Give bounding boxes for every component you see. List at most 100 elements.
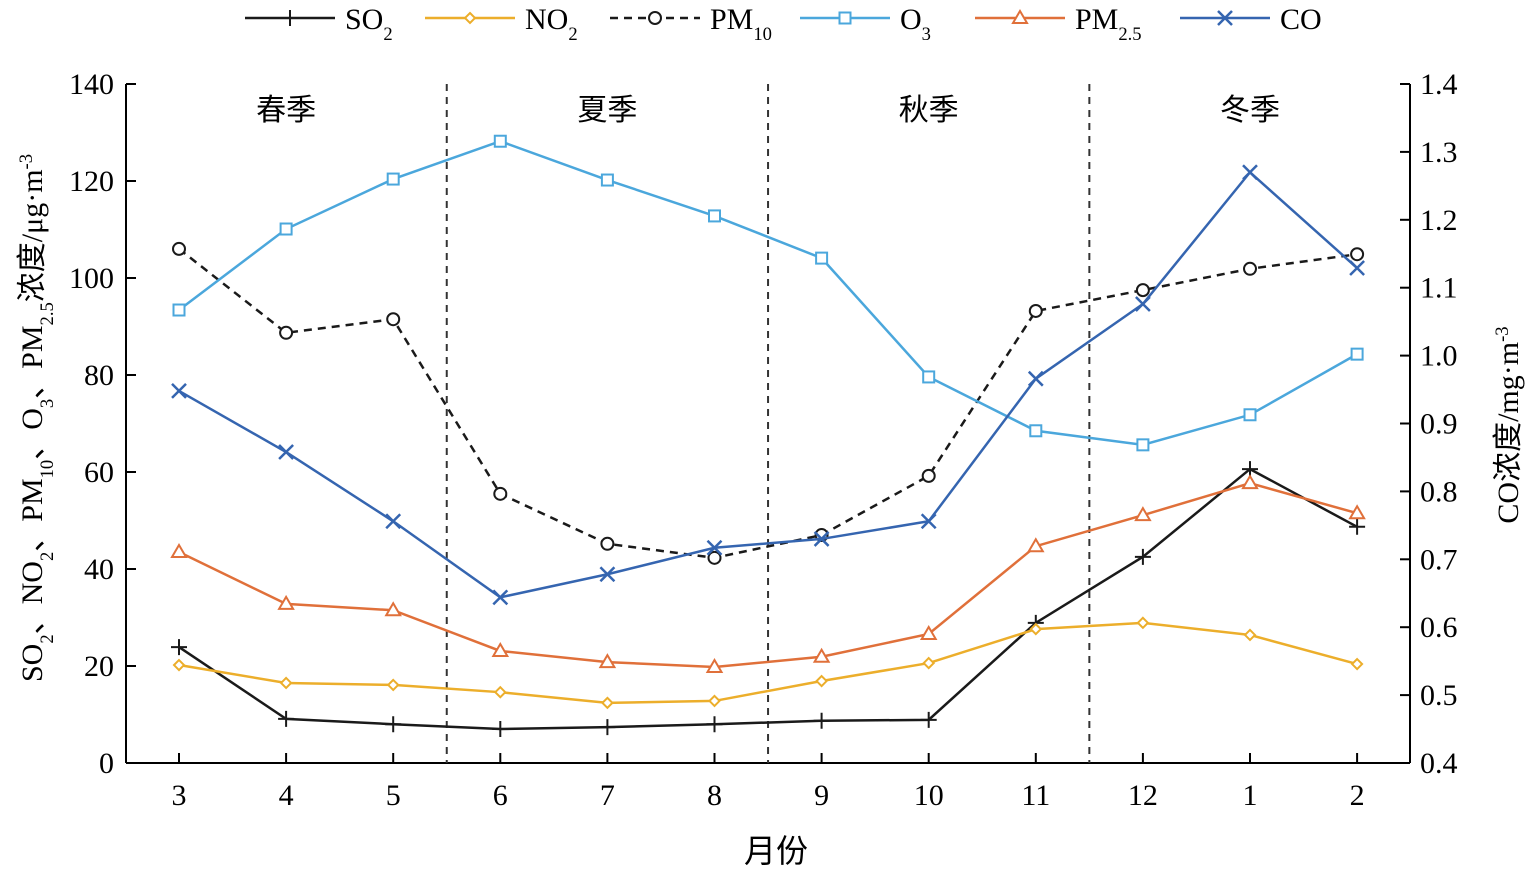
marker-x — [706, 539, 723, 556]
series-no2 — [172, 616, 1364, 710]
x-tick-label: 10 — [914, 779, 944, 812]
marker-diamond — [1243, 628, 1257, 642]
season-label: 秋季 — [899, 93, 959, 128]
y-right-tick-label: 1.4 — [1420, 68, 1458, 101]
y-right-tick-label: 0.6 — [1420, 611, 1458, 644]
y-right-axis-label: CO浓度/mg·m-3 — [1492, 326, 1526, 523]
plot-area — [170, 134, 1366, 738]
y-right-tick-label: 0.9 — [1420, 408, 1458, 441]
marker-diamond — [463, 11, 477, 25]
marker-plus — [813, 712, 830, 729]
season-label: 夏季 — [577, 93, 637, 128]
marker-circle — [493, 486, 508, 501]
marker-x — [1027, 370, 1044, 387]
marker-square — [493, 134, 507, 148]
y-left-tick-label: 20 — [84, 650, 114, 683]
marker-x — [1135, 296, 1151, 312]
marker-x — [813, 531, 830, 547]
legend-label: SO2 — [345, 3, 393, 45]
x-axis-label: 月份 — [744, 832, 808, 870]
marker-diamond — [1029, 622, 1043, 636]
y-left-tick-label: 40 — [84, 553, 114, 586]
x-tick-label: 11 — [1021, 779, 1050, 812]
marker-diamond — [493, 685, 507, 699]
marker-circle — [386, 312, 401, 327]
marker-square — [1243, 408, 1257, 422]
marker-diamond — [815, 674, 829, 688]
marker-triangle — [1011, 9, 1029, 24]
marker-x — [492, 589, 509, 606]
marker-plus — [492, 721, 509, 738]
y-right-tick-label: 1.1 — [1420, 272, 1458, 305]
marker-plus — [706, 716, 723, 733]
legend-item: NO2 — [425, 3, 578, 45]
marker-square — [1029, 424, 1043, 438]
series-line — [178, 139, 1358, 447]
y-left-tick-label: 80 — [84, 359, 114, 392]
legend-label: PM2.5 — [1075, 3, 1142, 45]
y-right-tick-label: 1.2 — [1420, 204, 1458, 237]
marker-square — [708, 209, 721, 223]
legend-item: CO — [1180, 3, 1322, 36]
marker-plus — [278, 710, 295, 727]
marker-triangle — [812, 647, 831, 663]
marker-x — [599, 566, 616, 583]
series-co — [171, 164, 1365, 606]
marker-square — [1350, 347, 1364, 361]
marker-circle — [1350, 247, 1365, 262]
x-tick-label: 12 — [1128, 779, 1158, 812]
x-tick-label: 7 — [600, 779, 615, 812]
marker-circle — [1243, 261, 1257, 276]
marker-diamond — [922, 656, 936, 670]
marker-square — [386, 172, 400, 186]
axes: 0 20 40 60 80 100 120 140 0.4 0.5 0.6 0.7 0.8 0.9 1.0 1… — [16, 68, 1526, 812]
series-line — [178, 170, 1358, 599]
y-right-tick-label: 0.5 — [1420, 679, 1458, 712]
marker-x — [920, 513, 937, 530]
legend: SO2 NO2 PM10 O3 PM2.5 CO — [245, 3, 1322, 45]
series-pm25 — [170, 474, 1366, 673]
marker-x — [171, 383, 187, 399]
legend-label: O3 — [900, 3, 931, 45]
y-left-tick-label: 100 — [69, 262, 114, 295]
x-tick-label: 5 — [386, 779, 401, 812]
marker-diamond — [708, 694, 721, 708]
y-right-tick-label: 1.3 — [1420, 136, 1458, 169]
x-tick-label: 2 — [1350, 779, 1365, 812]
y-left-tick-label: 0 — [99, 747, 114, 780]
marker-square — [279, 222, 293, 236]
marker-square — [172, 303, 186, 317]
legend-item: O3 — [800, 3, 931, 45]
marker-circle — [600, 536, 615, 551]
marker-plus — [599, 719, 616, 736]
y-right-tick-label: 0.4 — [1420, 747, 1458, 780]
series-line — [178, 481, 1358, 669]
marker-plus — [1134, 548, 1151, 565]
marker-diamond — [1136, 616, 1150, 630]
marker-diamond — [172, 658, 186, 672]
legend-label: NO2 — [525, 3, 578, 45]
series-line — [178, 621, 1358, 705]
x-tick-label: 8 — [707, 779, 722, 812]
marker-square — [600, 173, 614, 187]
marker-triangle — [170, 543, 188, 559]
marker-square — [838, 11, 852, 25]
marker-plus — [385, 716, 402, 733]
marker-triangle — [705, 657, 724, 673]
season-label: 春季 — [256, 93, 316, 128]
legend-item: PM2.5 — [975, 3, 1142, 45]
legend-item: SO2 — [245, 3, 393, 45]
series-o3 — [172, 134, 1364, 452]
x-tick-label: 1 — [1243, 779, 1258, 812]
marker-plus — [171, 639, 187, 656]
y-left-tick-label: 120 — [69, 165, 114, 198]
marker-x — [1349, 260, 1365, 276]
marker-square — [922, 370, 936, 384]
marker-triangle — [1348, 504, 1366, 520]
marker-triangle — [1027, 537, 1045, 553]
marker-plus — [1349, 518, 1366, 535]
y-left-tick-label: 140 — [69, 68, 114, 101]
marker-triangle — [384, 601, 402, 617]
season-dividers: 春季 夏季 秋季 冬季 — [256, 84, 1280, 763]
